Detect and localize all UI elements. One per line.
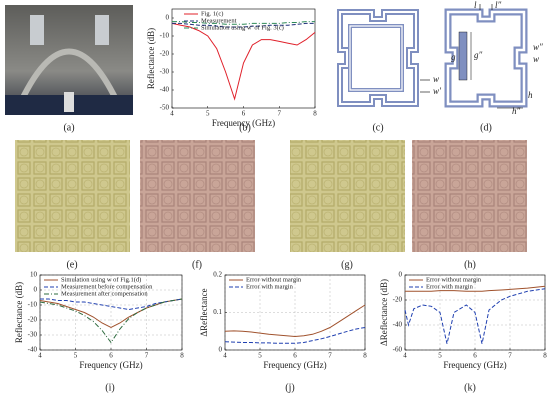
y-tick-label: -20 [160, 50, 170, 58]
y-tick-label: -10 [160, 32, 170, 40]
legend-label: Measurement [201, 17, 237, 24]
series-line [172, 21, 315, 25]
x-tick-label: 5 [74, 352, 78, 360]
x-tick-label: 4 [38, 352, 42, 360]
y-tick-label: 0 [34, 286, 38, 294]
caption: (d) [480, 122, 492, 133]
label: w″ [533, 42, 543, 52]
y-tick-label: 0 [166, 14, 170, 22]
x-tick-label: 7 [328, 352, 332, 360]
series-line [405, 285, 546, 292]
x-tick-label: 8 [543, 352, 547, 360]
x-axis-label: Frequency (GHz) [212, 118, 275, 128]
y-tick-label: 0.1 [213, 308, 222, 316]
caption: (f) [192, 259, 202, 270]
caption: (e) [66, 259, 77, 270]
series-line [39, 298, 183, 344]
legend-label: Simulation using w of Fig.1(d) [61, 276, 141, 283]
y-axis-label: ΔReflectance [199, 288, 209, 336]
y-tick-label: 0 [219, 346, 223, 354]
y-tick-label: -40 [160, 86, 170, 94]
x-axis-label: Frequency (GHz) [79, 360, 142, 370]
y-tick-label: 10 [30, 271, 38, 279]
caption: (h) [464, 259, 476, 270]
caption: (k) [464, 382, 476, 393]
y-tick-label: -20 [393, 296, 403, 304]
plot-frame [39, 274, 183, 351]
series-line [404, 288, 546, 344]
y-tick-label: 0 [399, 271, 403, 279]
label: l″ [495, 0, 502, 10]
x-tick-label: 8 [363, 352, 367, 360]
legend-label: Error without margin [426, 276, 482, 283]
y-axis-label: Reflectance (dB) [14, 282, 24, 343]
x-tick-label: 5 [258, 352, 262, 360]
label: g″ [474, 50, 483, 60]
y-tick-label: -60 [393, 346, 403, 354]
caption: (g) [341, 259, 353, 270]
photo-f [140, 140, 255, 252]
label: h [528, 90, 533, 100]
diagram-d: l l″ w″ w g g″ h h″ [444, 0, 543, 116]
legend-label: Fig. 1(c) [201, 10, 223, 17]
y-tick-label: -10 [28, 301, 38, 309]
plot-frame [171, 8, 316, 109]
x-tick-label: 4 [170, 110, 174, 118]
y-tick-label: -30 [160, 68, 170, 76]
x-axis-label: Frequency (GHz) [443, 360, 506, 370]
photo-g [290, 140, 405, 252]
label: w′ [433, 86, 442, 96]
legend-label: Error without margin [246, 276, 302, 283]
x-tick-label: 6 [242, 110, 246, 118]
x-tick-label: 6 [293, 352, 297, 360]
photo-e [15, 140, 130, 252]
x-tick-label: 7 [145, 352, 149, 360]
caption: (i) [105, 382, 114, 393]
caption: (a) [63, 122, 74, 133]
series-line [224, 304, 366, 338]
y-tick-label: -40 [393, 321, 403, 329]
plot-frame [404, 274, 546, 351]
x-tick-label: 4 [403, 352, 407, 360]
series-line [39, 298, 183, 329]
x-tick-label: 7 [508, 352, 512, 360]
x-tick-label: 8 [313, 110, 317, 118]
legend-label: Error with margin [426, 283, 474, 290]
x-tick-label: 8 [180, 352, 184, 360]
x-axis-label: Frequency (GHz) [263, 360, 326, 370]
series-line [224, 327, 366, 344]
diagram-c: w w′ [337, 9, 442, 107]
label: l [474, 0, 477, 10]
y-tick-label: -30 [28, 331, 38, 339]
legend-label: Simulation using w' of Fig. 3(c) [201, 24, 284, 31]
x-tick-label: 6 [473, 352, 477, 360]
legend-label: Measurement before compensation [61, 283, 153, 290]
legend-label: Error with margin [246, 283, 294, 290]
legend-label: Measurement after compensation [61, 290, 148, 297]
photo-h [412, 140, 527, 252]
y-tick-label: -20 [28, 316, 38, 324]
caption: (b) [239, 122, 251, 133]
x-tick-label: 5 [438, 352, 442, 360]
plot-frame [224, 274, 366, 351]
y-tick-label: -40 [28, 346, 38, 354]
x-tick-label: 7 [278, 110, 282, 118]
label: w [533, 54, 539, 64]
label: w [433, 74, 439, 84]
photo-a [5, 5, 133, 115]
x-tick-label: 4 [223, 352, 227, 360]
x-tick-label: 6 [109, 352, 113, 360]
caption: (j) [285, 382, 294, 393]
y-axis-label: ΔReflectance (dB) [379, 279, 389, 346]
label: h″ [512, 106, 521, 116]
label: g [451, 52, 456, 62]
y-tick-label: 0.2 [213, 271, 222, 279]
series-line [40, 298, 183, 311]
series-line [171, 22, 316, 101]
y-tick-label: -50 [160, 104, 170, 112]
caption: (c) [372, 122, 383, 133]
x-tick-label: 5 [206, 110, 210, 118]
y-axis-label: Reflectance (dB) [146, 28, 156, 89]
